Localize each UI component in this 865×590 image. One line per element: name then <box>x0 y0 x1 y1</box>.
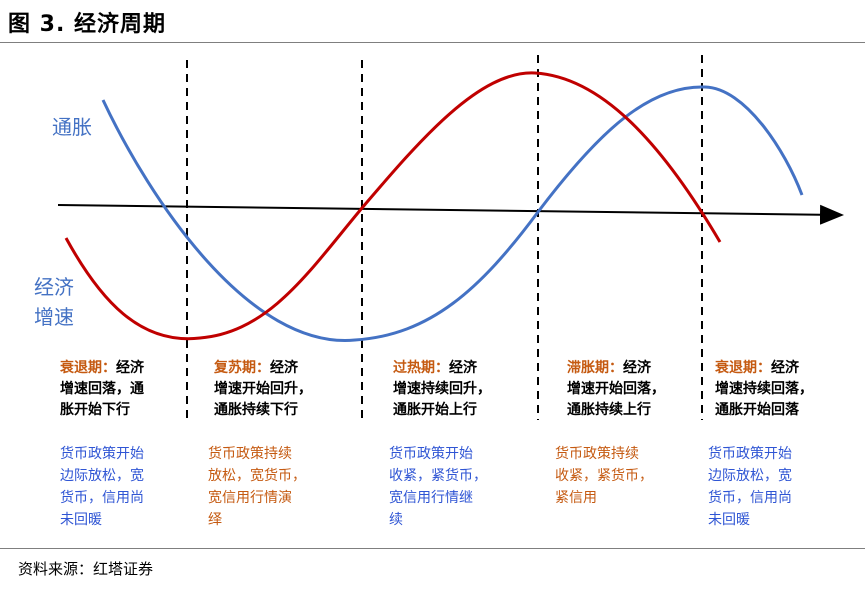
inflation-curve <box>101 85 804 342</box>
policy-recovery: 货币政策持续 放松，宽货币， 宽信用行情演 绎 <box>208 446 306 528</box>
bottom-rule <box>0 548 865 549</box>
growth-curve <box>64 71 722 341</box>
phase-stagflation: 滞胀期：经济 增速开始回落， 通胀持续上行 <box>567 360 665 418</box>
growth-label-line1: 经济 <box>34 275 74 299</box>
policy-overheat: 货币政策开始 收紧，紧货币， 宽信用行情继 续 <box>389 446 487 528</box>
top-rule <box>0 42 865 43</box>
phase-recession-1: 衰退期：经济 增速回落，通 胀开始下行 <box>60 360 144 418</box>
policy-recession-2: 货币政策开始 边际放松，宽 货币，信用尚 未回暖 <box>708 446 792 528</box>
source-note: 资料来源：红塔证券 <box>18 560 154 578</box>
phase-recovery: 复苏期：经济 增速开始回升， 通胀持续下行 <box>214 360 312 418</box>
phase-overheat: 过热期：经济 增速持续回升， 通胀开始上行 <box>393 360 491 418</box>
phase-recession-2: 衰退期：经济 增速持续回落， 通胀开始回落 <box>715 360 813 418</box>
policy-stagflation: 货币政策持续 收紧，紧货币， 紧信用 <box>555 446 653 506</box>
growth-label-line2: 增速 <box>34 305 74 329</box>
inflation-label: 通胀 <box>52 115 92 139</box>
figure-title: 图 3. 经济周期 <box>8 12 166 37</box>
time-axis <box>57 204 844 225</box>
policy-recession-1: 货币政策开始 边际放松，宽 货币，信用尚 未回暖 <box>60 446 144 528</box>
